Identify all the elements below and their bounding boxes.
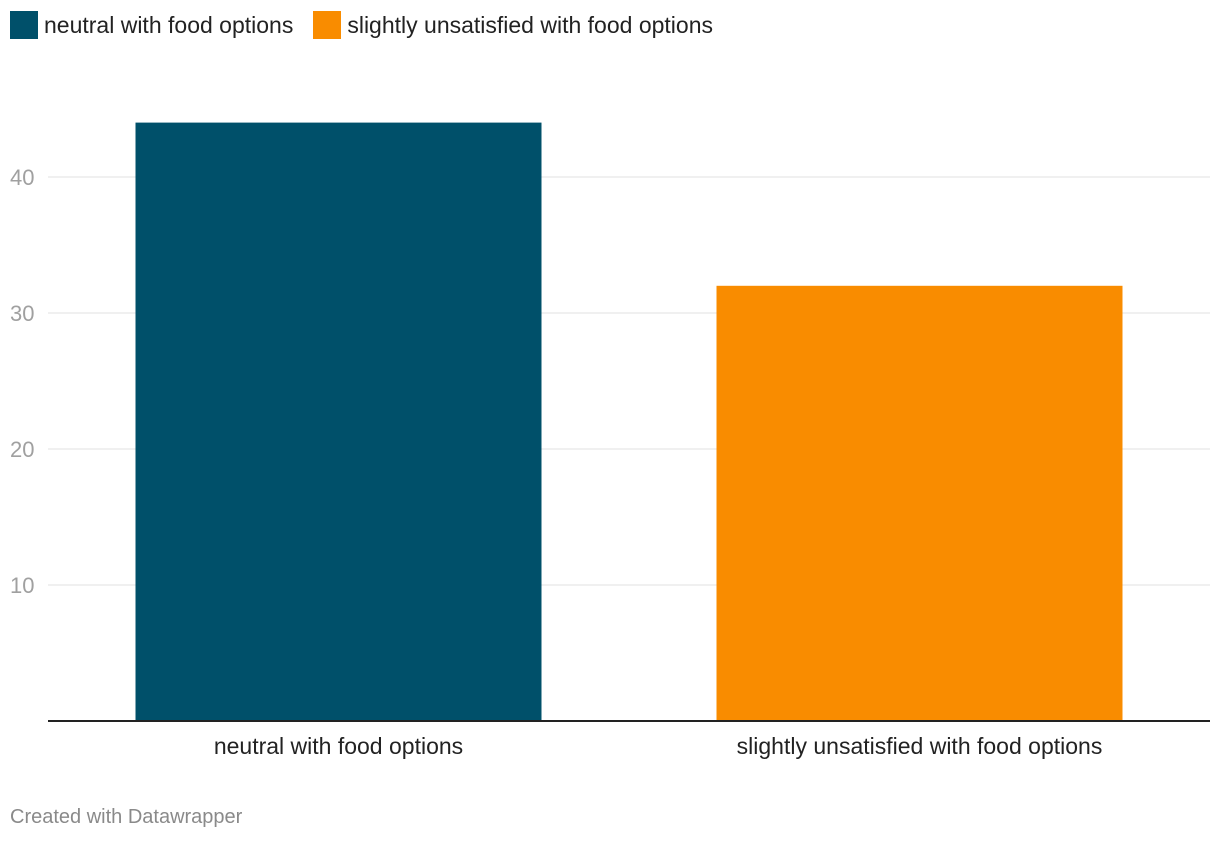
- legend-swatch-slightly-unsatisfied: [313, 11, 342, 39]
- footer-credit: Created with Datawrapper: [10, 806, 243, 828]
- legend-label-slightly-unsatisfied: slightly unsatisfied with food options: [347, 11, 713, 38]
- y-tick-label-30: 30: [10, 301, 34, 326]
- x-category-label-1: neutral with food options: [214, 733, 463, 759]
- y-tick-label-10: 10: [10, 573, 34, 598]
- bar-2: [716, 285, 1123, 721]
- x-category-label-2: slightly unsatisfied with food options: [737, 733, 1103, 759]
- legend-item-slightly-unsatisfied: slightly unsatisfied with food options: [313, 11, 713, 39]
- legend-item-neutral: neutral with food options: [10, 11, 293, 39]
- y-tick-label-20: 20: [10, 437, 34, 462]
- bar-chart: 10 20 30 40 neutral with food options slightl…: [10, 122, 1210, 759]
- legend-label-neutral: neutral with food options: [44, 11, 294, 38]
- chart-legend: neutral with food options slightly unsat…: [10, 11, 713, 39]
- y-tick-label-40: 40: [10, 165, 34, 190]
- bar-1: [135, 122, 542, 722]
- legend-swatch-neutral: [10, 11, 38, 39]
